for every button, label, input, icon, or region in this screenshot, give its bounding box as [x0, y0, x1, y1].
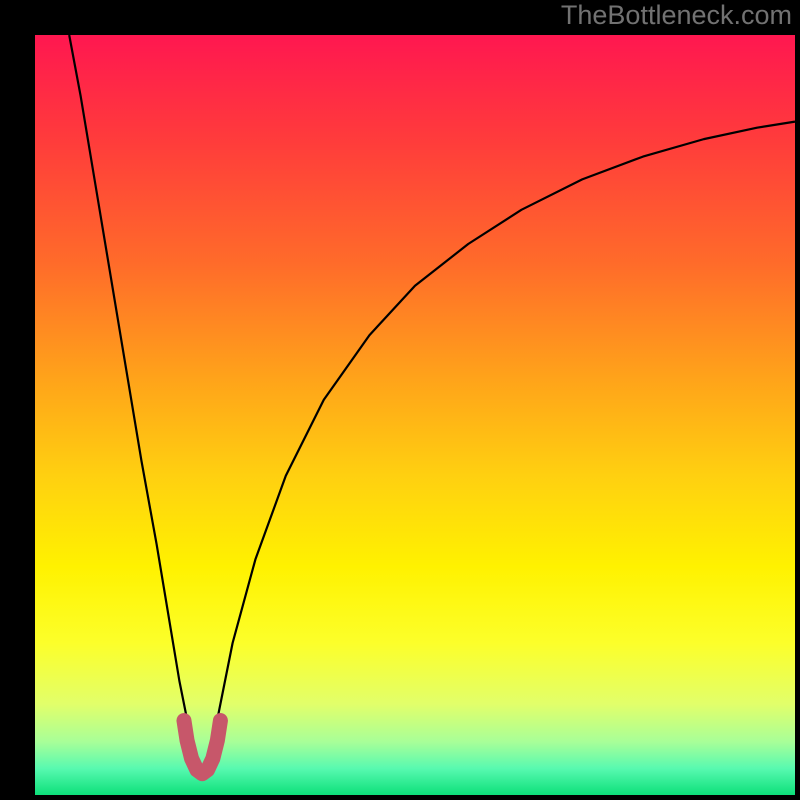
plot-background [35, 35, 795, 795]
bottleneck-chart: TheBottleneck.com [0, 0, 800, 800]
plot-svg [0, 0, 800, 800]
watermark-text: TheBottleneck.com [561, 0, 792, 31]
